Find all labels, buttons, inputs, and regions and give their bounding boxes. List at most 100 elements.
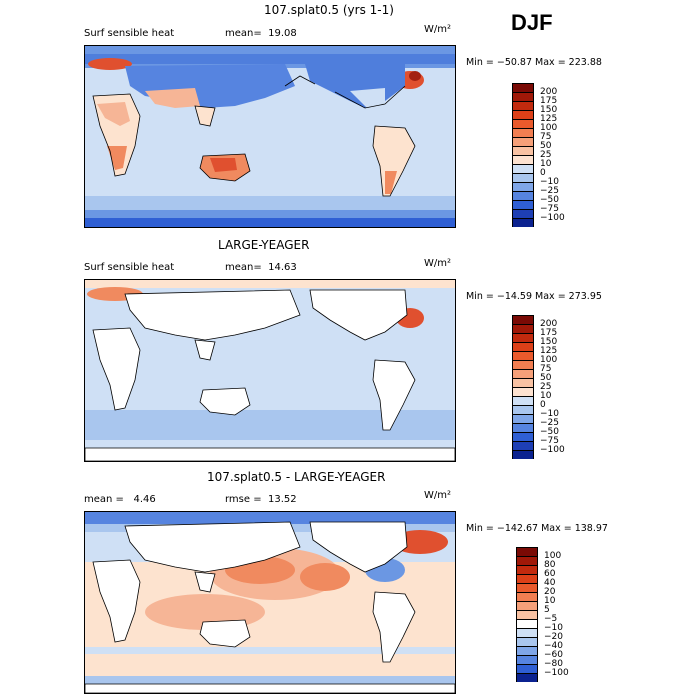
colorbar-swatch (516, 583, 538, 592)
colorbar-tick-label: 125 (540, 346, 558, 356)
colorbar-tick-label: 40 (544, 578, 556, 588)
colorbar-swatch (512, 360, 534, 369)
panel-2-mean-value: 14.63 (268, 262, 297, 273)
panel-3-title: 107.splat0.5 - LARGE-YEAGER (207, 470, 386, 484)
colorbar-tick-label: 60 (544, 569, 556, 579)
colorbar-tick-label: 0 (540, 168, 546, 178)
panel-2-variable-label: Surf sensible heat (84, 262, 175, 273)
panel-2-units: W/m² (424, 258, 452, 269)
colorbar-tick-label: 150 (540, 105, 558, 115)
colorbar-swatch (512, 405, 534, 414)
colorbar-swatch (516, 655, 538, 664)
colorbar-swatch (516, 547, 538, 556)
colorbar-tick-label: −75 (540, 204, 559, 214)
colorbar-swatch (512, 164, 534, 173)
panel-1-units: W/m² (424, 24, 452, 35)
panel-1-mean-value: 19.08 (268, 28, 297, 39)
colorbar-swatch (516, 565, 538, 574)
colorbar-swatch (512, 387, 534, 396)
colorbar-swatch (512, 128, 534, 137)
colorbar-swatch (512, 432, 534, 441)
colorbar-tick-label: 0 (540, 400, 546, 410)
colorbar-tick-label: −5 (544, 614, 558, 624)
colorbar-swatch (516, 592, 538, 601)
panel-3-mean-label: mean = 4.46 (84, 494, 156, 505)
panel-3-colorbar: 100 80 60 40 20 10 5 −5 −10 −20 −40 −60 −80 −100 (516, 547, 569, 682)
panel-1-map (84, 45, 456, 228)
colorbar-tick-label: −100 (540, 445, 565, 455)
colorbar-tick-label: −75 (540, 436, 559, 446)
panel-1-title: 107.splat0.5 (yrs 1-1) (264, 3, 394, 17)
colorbar-tick-label: 175 (540, 328, 558, 338)
colorbar-tick-label: −20 (544, 632, 563, 642)
colorbar-tick-label: −50 (540, 195, 559, 205)
panel-3-map (84, 511, 456, 694)
panel-3-mean-value: 4.46 (133, 494, 156, 505)
colorbar-tick-label: −10 (544, 623, 563, 633)
panel-3-units: W/m² (424, 490, 452, 501)
colorbar-tick-label: −10 (540, 177, 559, 187)
colorbar-swatch (512, 137, 534, 146)
panel-3-rmse-label: rmse = 13.52 (225, 494, 297, 505)
colorbar-tick-label: 75 (540, 132, 552, 142)
panel-1-colorbar: 200 175 150 125 100 75 50 25 10 0 −10 −25 −50 −75 −100 (512, 83, 565, 227)
colorbar-tick-label: 125 (540, 114, 558, 124)
colorbar-tick-label: −60 (544, 650, 563, 660)
panel-2-mean-label: mean= 14.63 (225, 262, 297, 273)
panel-3-minmax: Min = −142.67 Max = 138.97 (466, 523, 608, 534)
panel-1-minmax: Min = −50.87 Max = 223.88 (466, 57, 602, 68)
colorbar-tick-label: 80 (544, 560, 556, 570)
colorbar-tick-label: 100 (540, 355, 558, 365)
colorbar-swatch (516, 601, 538, 610)
colorbar-tick-label: 50 (540, 141, 552, 151)
colorbar-swatch (512, 218, 534, 227)
colorbar-tick-label: 20 (544, 587, 556, 597)
colorbar-swatch (512, 155, 534, 164)
colorbar-tick-label: 5 (544, 605, 550, 615)
panel-3-rmse-value: 13.52 (267, 494, 297, 505)
colorbar-swatch (512, 351, 534, 360)
colorbar-tick-label: 10 (540, 391, 552, 401)
colorbar-tick-label: 10 (544, 596, 556, 606)
colorbar-swatch (512, 146, 534, 155)
colorbar-swatch (516, 619, 538, 628)
panel-2-colorbar: 200 175 150 125 100 75 50 25 10 0 −10 −25 −50 −75 −100 (512, 315, 565, 459)
colorbar-tick-label: −100 (540, 213, 565, 223)
colorbar-tick-label: −25 (540, 186, 559, 196)
panel-2-map-svg (85, 280, 455, 461)
colorbar-swatch (516, 556, 538, 565)
colorbar-swatch (512, 342, 534, 351)
colorbar-tick-label: 100 (544, 551, 562, 561)
colorbar-swatch (516, 664, 538, 673)
colorbar-tick-label: 200 (540, 319, 558, 329)
colorbar-swatch (512, 333, 534, 342)
colorbar-swatch (516, 646, 538, 655)
panel-2-minmax: Min = −14.59 Max = 273.95 (466, 291, 602, 302)
colorbar-tick-label: −80 (544, 659, 563, 669)
colorbar-tick-label: −25 (540, 418, 559, 428)
colorbar-swatch (512, 119, 534, 128)
panel-1-mean-label: mean= 19.08 (225, 28, 297, 39)
panel-1-map-svg (85, 46, 455, 227)
colorbar-tick-label: 100 (540, 123, 558, 133)
colorbar-swatch (516, 637, 538, 646)
colorbar-swatch (516, 628, 538, 637)
colorbar-swatch (512, 110, 534, 119)
colorbar-swatch (512, 200, 534, 209)
colorbar-swatch (512, 101, 534, 110)
colorbar-tick-label: −100 (544, 668, 569, 678)
colorbar-swatch (516, 574, 538, 583)
colorbar-swatch (516, 610, 538, 619)
colorbar-swatch (512, 423, 534, 432)
colorbar-tick-label: 75 (540, 364, 552, 374)
colorbar-swatch (512, 315, 534, 324)
colorbar-tick-label: 200 (540, 87, 558, 97)
colorbar-tick-label: 25 (540, 150, 552, 160)
colorbar-tick-label: −40 (544, 641, 563, 651)
panel-2-map (84, 279, 456, 462)
colorbar-swatch (512, 414, 534, 423)
colorbar-swatch (512, 396, 534, 405)
panel-1-variable-label: Surf sensible heat (84, 28, 175, 39)
colorbar-tick-label: −10 (540, 409, 559, 419)
colorbar-swatch (516, 673, 538, 682)
